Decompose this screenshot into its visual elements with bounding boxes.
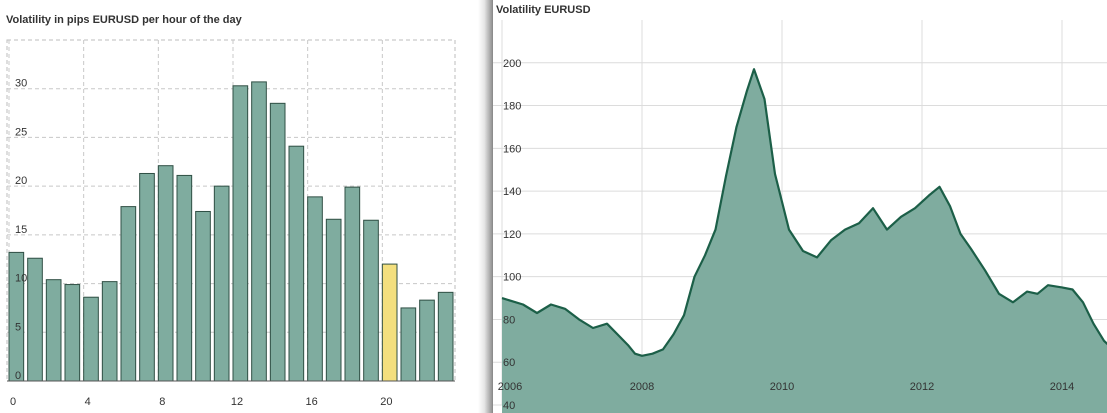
bar-y-tick-label: 20 (15, 175, 27, 187)
bar-hour-14 (269, 102, 286, 382)
bar-x-tick-label: 16 (306, 396, 318, 408)
bar-y-tick-label: 15 (15, 224, 27, 236)
bar-x-tick-label: 20 (380, 396, 392, 408)
area-x-tick-label: 2006 (498, 381, 522, 393)
bar-hour-2 (45, 279, 62, 382)
bar-x-tick-label: 0 (10, 396, 16, 408)
panel-divider-shadow (478, 0, 496, 413)
area-y-tick-label: 180 (503, 101, 521, 113)
bar-hour-8 (157, 165, 174, 382)
volatility-series-line (501, 68, 1107, 357)
bar-hour-1 (27, 257, 43, 382)
bar-hour-15 (288, 145, 305, 382)
area-x-tick-label: 2010 (770, 381, 794, 393)
bar-hour-19 (363, 219, 379, 382)
area-x-tick-label: 2014 (1050, 381, 1074, 393)
area-x-tick-label: 2008 (630, 381, 654, 393)
bar-hour-21 (400, 307, 417, 382)
area-y-tick-label: 100 (503, 272, 521, 284)
bar-hour-23 (437, 291, 454, 382)
volatility-history-area-chart: 40 60 80 100 120 140 160 180 200 2006 2008 2010 2012… (493, 20, 1107, 413)
bar-hour-7 (139, 172, 155, 382)
bar-hour-13 (251, 81, 267, 382)
area-y-tick-label: 140 (503, 186, 521, 198)
hourly-volatility-bar-chart: 0 5 10 15 20 25 30 0 4 8 12 16 20 (6, 39, 456, 408)
bar-y-tick-label: 30 (15, 78, 27, 90)
bar-x-tick-label: 8 (159, 396, 165, 408)
bar-y-tick-label: 10 (15, 273, 27, 285)
volatility-history-panel: Volatility EURUSD 40 60 80 100 120 140 160 180 2… (493, 0, 1107, 413)
bar-hour-17 (325, 218, 342, 382)
bar-hour-9 (176, 174, 193, 382)
bar-hour-10 (195, 210, 211, 382)
area-y-tick-label: 40 (503, 400, 515, 412)
bar-x-tick-label: 4 (85, 396, 91, 408)
bar-hour-6 (120, 206, 137, 382)
area-y-tick-label: 60 (503, 357, 515, 369)
bar-plot-frame (6, 39, 456, 382)
bar-hour-16 (307, 196, 323, 382)
bar-hour-4 (83, 296, 99, 382)
bar-hour-11 (213, 185, 230, 382)
hourly-volatility-panel: Volatility in pips EURUSD per hour of th… (0, 0, 480, 413)
bar-hour-5 (101, 281, 118, 382)
bar-hour-22 (419, 299, 435, 382)
bar-hour-18 (344, 186, 361, 382)
bar-x-tick-label: 12 (231, 396, 243, 408)
bar-hour-12 (232, 85, 249, 382)
bar-y-tick-label: 0 (15, 370, 21, 382)
bar-y-tick-label: 5 (15, 321, 21, 333)
bar-y-tick-label: 25 (15, 126, 27, 138)
area-y-tick-label: 80 (503, 314, 515, 326)
volatility-history-title: Volatility EURUSD (496, 4, 591, 16)
area-y-tick-label: 200 (503, 58, 521, 70)
hourly-volatility-title: Volatility in pips EURUSD per hour of th… (6, 14, 242, 26)
area-y-tick-label: 120 (503, 229, 521, 241)
volatility-area-fill (502, 69, 1107, 413)
area-y-tick-label: 160 (503, 143, 521, 155)
area-x-tick-label: 2012 (910, 381, 934, 393)
bar-hour-3 (64, 284, 81, 382)
bar-hour-20 (381, 263, 398, 382)
